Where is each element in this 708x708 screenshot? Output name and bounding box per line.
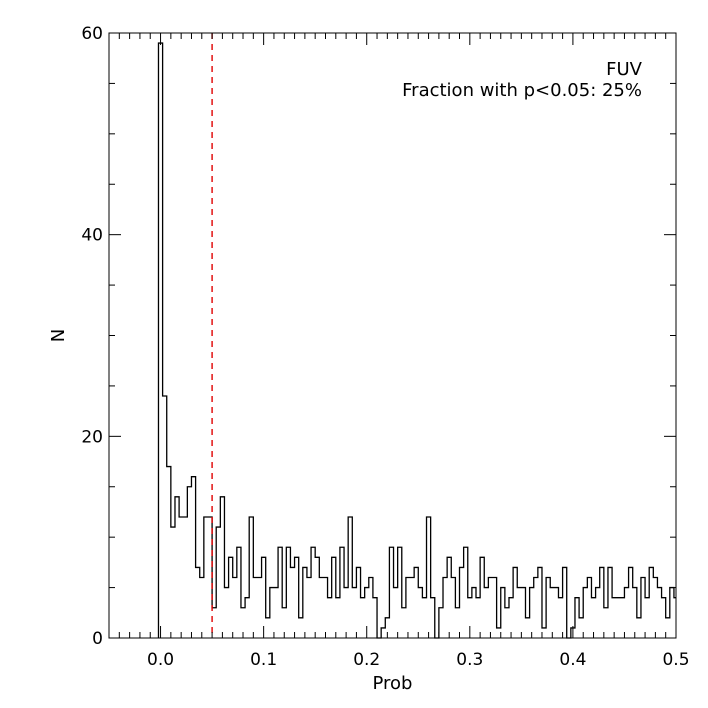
x-tick-label: 0.1 <box>250 650 277 670</box>
x-tick-label: 0.5 <box>662 650 689 670</box>
x-tick-label: 0.0 <box>147 650 174 670</box>
x-tick-label: 0.2 <box>353 650 380 670</box>
annotation-band-label: FUV <box>606 59 643 80</box>
y-axis-title: N <box>48 329 69 342</box>
x-axis-title: Prob <box>373 673 413 694</box>
y-tick-label: 20 <box>81 427 103 447</box>
y-tick-label: 0 <box>92 629 103 649</box>
plot-area <box>157 33 676 639</box>
tick-labels: 0.0 0.1 0.2 0.3 0.4 0.5 0 20 40 60 <box>81 24 689 670</box>
plot-frame <box>108 32 677 639</box>
histogram-series <box>157 42 676 639</box>
y-tick-label: 40 <box>81 226 103 246</box>
y-tick-label: 60 <box>81 24 103 44</box>
x-tick-label: 0.4 <box>559 650 586 670</box>
annotation-fraction-label: Fraction with p<0.05: 25% <box>402 80 642 101</box>
axis-ticks <box>109 32 677 639</box>
x-tick-label: 0.3 <box>456 650 483 670</box>
